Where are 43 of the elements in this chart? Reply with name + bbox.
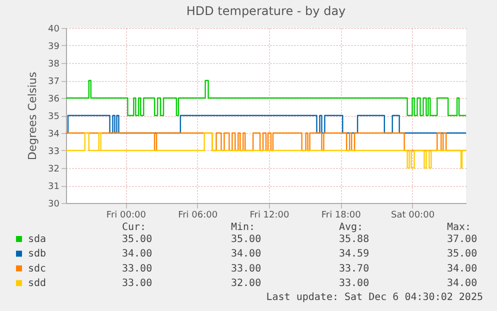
text: 33.00 [231,263,262,274]
text: 33.00 [122,278,152,290]
text: 35.00 [447,248,478,260]
chart-title: HDD temperature - by day [186,4,346,18]
text: 33.00 [122,263,152,274]
legend-label: sdc [28,263,46,274]
text: 34.00 [231,248,262,260]
y-axis-title: Degrees Celsius [26,72,40,160]
text: 33.70 [339,263,370,274]
x-tick-label: Fri 12:00 [250,210,290,220]
text: 32.00 [231,278,262,290]
legend-label: sdd [28,278,46,290]
text: 37.00 [447,234,478,245]
y-tick-label: 40 [48,24,60,34]
text: 34.00 [447,263,478,274]
y-tick-label: 30 [48,200,60,210]
text: 35.00 [122,234,152,245]
text: 33.00 [339,278,370,290]
x-tick-label: Fri 00:00 [106,210,146,220]
y-tick-label: 33 [48,147,60,157]
legend-label: sda [28,234,46,245]
y-tick-label: 36 [48,94,60,104]
y-tick-label: 32 [48,164,60,174]
y-tick-label: 38 [48,60,60,70]
text: 35.88 [339,234,370,245]
text: 34.00 [122,248,152,260]
y-tick-label: 34 [48,130,60,140]
x-tick-label: Sat 00:00 [390,210,435,220]
text: 34.00 [447,278,478,290]
text: Min: [231,222,256,233]
y-tick-label: 35 [48,112,60,122]
legend-label: sdb [28,248,46,260]
text: Cur: [122,222,146,233]
y-tick-label: 39 [48,42,60,52]
x-tick-label: Fri 18:00 [321,210,362,220]
text: 34.59 [339,248,370,260]
text: 35.00 [231,234,262,245]
text: Last update: Sat Dec 6 04:30:02 2025 [266,292,483,303]
y-tick-label: 37 [48,77,60,87]
text: Avg: [339,222,364,233]
text: Max: [447,222,472,233]
x-tick-label: Fri 06:00 [178,210,218,220]
y-tick-label: 31 [48,182,60,192]
